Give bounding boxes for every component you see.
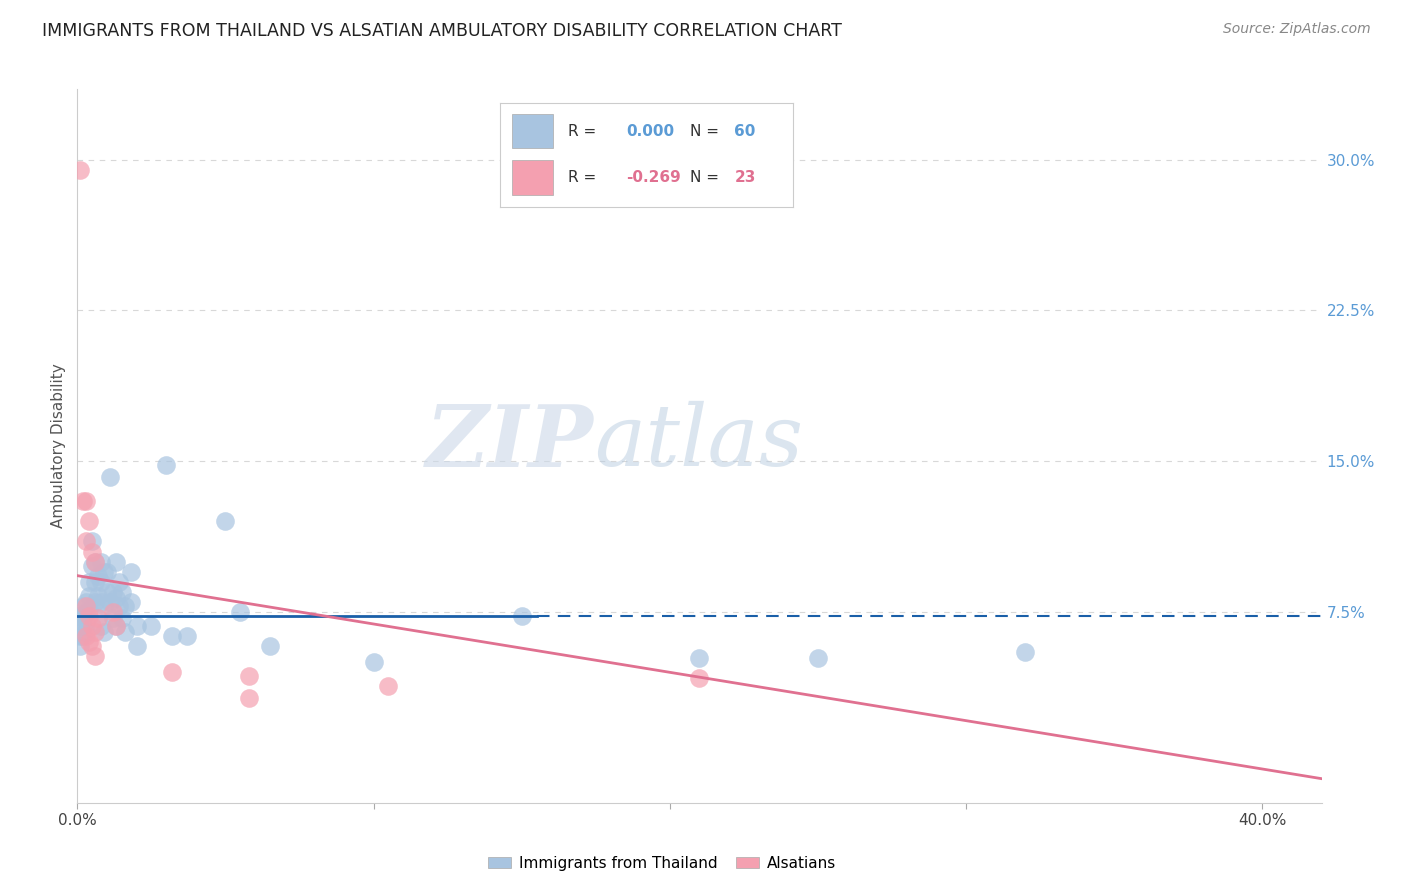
- Point: [77, 635, 100, 649]
- Point: [82, 558, 104, 573]
- Point: [96, 565, 118, 579]
- Point: [69, 629, 91, 643]
- Point: [229, 605, 252, 619]
- Point: [93, 599, 115, 613]
- Point: [84, 624, 107, 639]
- Point: [214, 515, 236, 529]
- Point: [84, 648, 107, 663]
- Point: [69, 639, 91, 653]
- Point: [84, 574, 107, 589]
- Point: [98, 470, 121, 484]
- Point: [82, 534, 104, 549]
- Point: [90, 555, 112, 569]
- Point: [72, 629, 94, 643]
- Point: [69, 608, 91, 623]
- Point: [87, 589, 110, 603]
- Point: [377, 679, 399, 693]
- Point: [125, 639, 148, 653]
- Point: [75, 599, 97, 613]
- Point: [90, 595, 112, 609]
- Point: [75, 534, 97, 549]
- Point: [75, 615, 97, 629]
- Point: [176, 629, 198, 643]
- Point: [75, 629, 97, 643]
- Point: [77, 603, 100, 617]
- Point: [75, 494, 97, 508]
- Point: [111, 611, 134, 625]
- Text: atlas: atlas: [593, 401, 803, 483]
- Point: [72, 494, 94, 508]
- Point: [77, 515, 100, 529]
- Point: [125, 619, 148, 633]
- Point: [77, 608, 100, 623]
- Point: [807, 651, 830, 665]
- Point: [101, 584, 124, 599]
- Point: [238, 691, 260, 706]
- Point: [69, 619, 91, 633]
- Point: [90, 574, 112, 589]
- Point: [111, 584, 134, 599]
- Point: [98, 595, 121, 609]
- Point: [101, 611, 124, 625]
- Point: [84, 555, 107, 569]
- Point: [114, 599, 136, 613]
- Text: ZIP: ZIP: [426, 401, 593, 484]
- Point: [160, 629, 183, 643]
- Point: [75, 595, 97, 609]
- Point: [1014, 645, 1036, 659]
- Point: [259, 639, 281, 653]
- Point: [75, 624, 97, 639]
- Point: [108, 599, 131, 613]
- Point: [93, 624, 115, 639]
- Point: [75, 605, 97, 619]
- Point: [155, 458, 177, 472]
- Point: [96, 584, 118, 599]
- Point: [120, 565, 142, 579]
- Legend: Immigrants from Thailand, Alsatians: Immigrants from Thailand, Alsatians: [482, 850, 842, 877]
- Y-axis label: Ambulatory Disability: Ambulatory Disability: [51, 364, 66, 528]
- Point: [84, 595, 107, 609]
- Point: [82, 619, 104, 633]
- Point: [72, 619, 94, 633]
- Point: [101, 605, 124, 619]
- Point: [93, 565, 115, 579]
- Point: [141, 619, 163, 633]
- Point: [90, 619, 112, 633]
- Point: [77, 589, 100, 603]
- Point: [77, 574, 100, 589]
- Point: [87, 568, 110, 582]
- Point: [72, 599, 94, 613]
- Point: [104, 555, 127, 569]
- Point: [87, 611, 110, 625]
- Point: [120, 595, 142, 609]
- Point: [510, 608, 533, 623]
- Point: [689, 671, 711, 685]
- Text: Source: ZipAtlas.com: Source: ZipAtlas.com: [1223, 22, 1371, 37]
- Point: [160, 665, 183, 680]
- Point: [363, 655, 385, 669]
- Point: [104, 591, 127, 605]
- Text: IMMIGRANTS FROM THAILAND VS ALSATIAN AMBULATORY DISABILITY CORRELATION CHART: IMMIGRANTS FROM THAILAND VS ALSATIAN AMB…: [42, 22, 842, 40]
- Point: [72, 611, 94, 625]
- Point: [104, 619, 127, 633]
- Point: [84, 555, 107, 569]
- Point: [238, 669, 260, 683]
- Point: [104, 619, 127, 633]
- Point: [114, 624, 136, 639]
- Point: [69, 162, 91, 177]
- Point: [689, 651, 711, 665]
- Point: [82, 639, 104, 653]
- Point: [108, 574, 131, 589]
- Point: [82, 544, 104, 558]
